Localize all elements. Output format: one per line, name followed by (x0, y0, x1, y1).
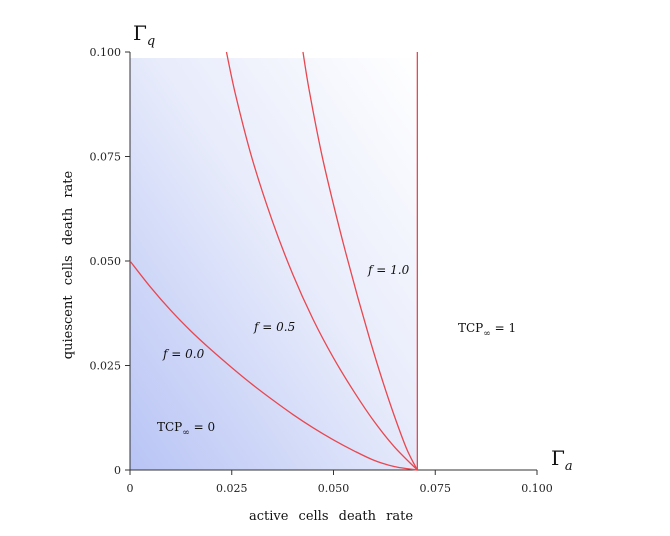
y-tick-label: 0.075 (90, 151, 122, 164)
y-tick-label: 0 (114, 464, 121, 477)
x-axis-title: active cells death rate (249, 509, 413, 524)
x-tick-label: 0.025 (216, 482, 248, 495)
curves (129, 51, 418, 471)
y-axis-variable-label: Γq (133, 21, 155, 49)
region-label-tcp0: TCP∞ = 0 (157, 420, 215, 438)
series-line-f-0-0 (129, 260, 418, 471)
x-tick-label: 0.100 (521, 482, 553, 495)
y-tick-label: 0.050 (90, 255, 122, 268)
x-tick-label: 0 (127, 482, 134, 495)
x-tick-label: 0.075 (420, 482, 452, 495)
series-line-f-0-5 (225, 51, 418, 471)
x-tick-label: 0.050 (318, 482, 350, 495)
y-tick-label: 0.100 (90, 46, 122, 59)
series-line-f-1-0 (302, 51, 418, 471)
y-tick-label: 0.025 (90, 360, 122, 373)
curve-label-f05: f = 0.5 (253, 320, 295, 334)
x-axis-variable-label: Γa (551, 446, 573, 474)
y-axis-title: quiescent cells death rate (61, 170, 76, 359)
curve-label-f0: f = 0.0 (162, 347, 205, 361)
region-label-tcp1: TCP∞ = 1 (458, 321, 516, 339)
curve-label-f1: f = 1.0 (367, 263, 410, 277)
x-ticks: 0 0.025 0.050 0.075 0.100 (127, 470, 553, 495)
y-ticks: 0 0.025 0.050 0.075 0.100 (90, 46, 130, 477)
